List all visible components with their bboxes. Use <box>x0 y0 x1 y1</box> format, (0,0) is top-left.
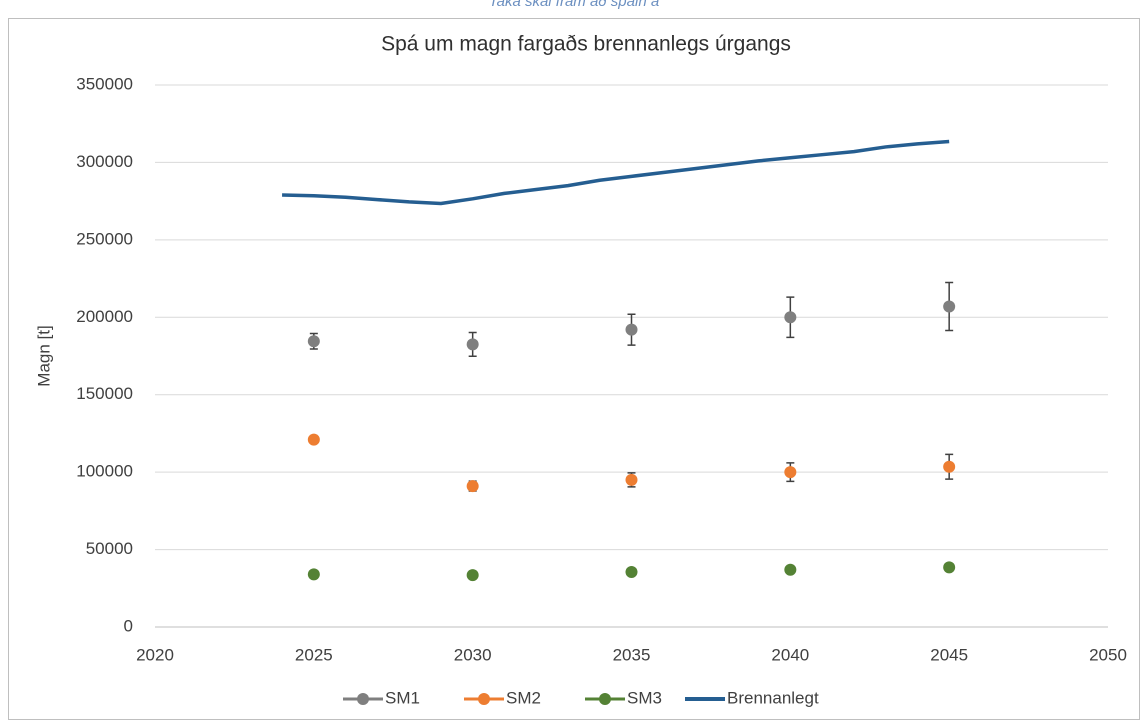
y-tick-label: 300000 <box>76 152 133 171</box>
point <box>943 561 956 574</box>
point <box>943 460 956 473</box>
legend-label: SM2 <box>506 688 541 707</box>
chart-frame <box>8 18 1140 720</box>
y-tick-label: 150000 <box>76 384 133 403</box>
x-tick-label: 2035 <box>613 645 651 664</box>
chart-title: Spá um magn fargaðs brennanlegs úrgangs <box>381 33 791 56</box>
point <box>784 311 797 324</box>
point <box>784 466 797 479</box>
point <box>307 335 320 348</box>
point <box>307 568 320 581</box>
y-axis-label: Magn [t] <box>34 325 53 386</box>
point <box>466 338 479 351</box>
y-tick-label: 350000 <box>76 74 133 93</box>
x-tick-label: 2025 <box>295 645 333 664</box>
legend-marker <box>357 693 369 705</box>
legend-label: SM1 <box>385 688 420 707</box>
point <box>625 323 638 336</box>
point <box>784 563 797 576</box>
y-tick-label: 100000 <box>76 462 133 481</box>
y-tick-label: 250000 <box>76 229 133 248</box>
y-tick-label: 200000 <box>76 307 133 326</box>
x-tick-label: 2040 <box>771 645 809 664</box>
point <box>466 569 479 582</box>
line-series <box>282 139 950 206</box>
y-tick-label: 50000 <box>86 539 133 558</box>
point <box>943 300 956 313</box>
x-tick-label: 2045 <box>930 645 968 664</box>
caption: Taka skal fram að spáin á <box>489 0 659 10</box>
x-tick-label: 2020 <box>136 645 174 664</box>
x-tick-label: 2030 <box>454 645 492 664</box>
y-tick-label: 0 <box>124 616 133 635</box>
point <box>625 566 638 579</box>
legend-marker <box>478 693 490 705</box>
legend-label: Brennanlegt <box>727 688 819 707</box>
point <box>625 473 638 486</box>
legend-label: SM3 <box>627 688 662 707</box>
point <box>307 433 320 446</box>
point <box>466 480 479 493</box>
x-tick-label: 2050 <box>1089 645 1127 664</box>
legend-marker <box>599 693 611 705</box>
